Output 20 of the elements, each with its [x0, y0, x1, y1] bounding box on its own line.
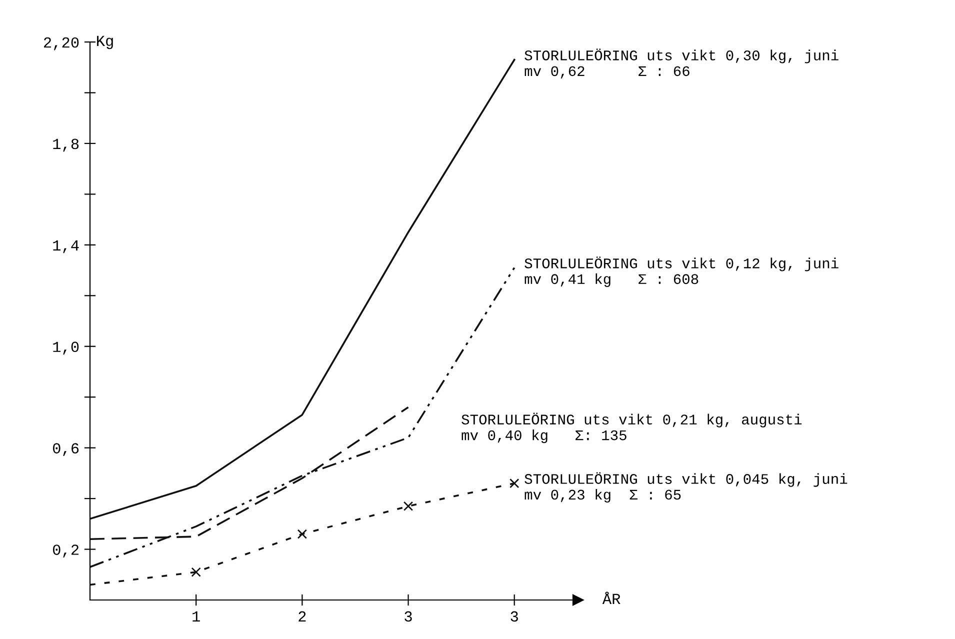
x-tick-label: 1	[192, 611, 200, 622]
x-axis-title: ÅR	[602, 592, 620, 604]
x-tick-label: 3	[404, 611, 412, 622]
x-tick-label: 3	[510, 611, 518, 622]
x-tick-label: 2	[298, 611, 306, 622]
y-tick-label: 0,2	[53, 544, 78, 558]
y-tick-label: 0,6	[53, 443, 79, 456]
y-tick-label: 1,4	[53, 240, 79, 254]
y-tick-label: 2,20	[44, 37, 79, 50]
point	[191, 567, 201, 577]
y-tick-label: 1,0	[53, 342, 79, 355]
point	[403, 501, 414, 512]
text: STORLULEÖRING uts vikt 0,21 kg, augusti mv 0,40 kg Σ: 135	[462, 412, 802, 444]
point	[297, 529, 308, 539]
y-tick-label: 1,8	[53, 138, 79, 152]
series-label: STORLULEÖRING uts vikt 0,12 kg, juni mv 0,41 kg Σ : 608	[524, 256, 838, 287]
series-label: STORLULEÖRING uts vikt 0,30 kg, juni mv 0,62 Σ : 66	[524, 48, 838, 79]
y-axis-title: Kg	[97, 36, 113, 50]
point	[509, 478, 520, 488]
series-label: STORLULEÖRING uts vikt 0,045 kg, juni mv 0,23 kg Σ : 65	[524, 472, 848, 503]
